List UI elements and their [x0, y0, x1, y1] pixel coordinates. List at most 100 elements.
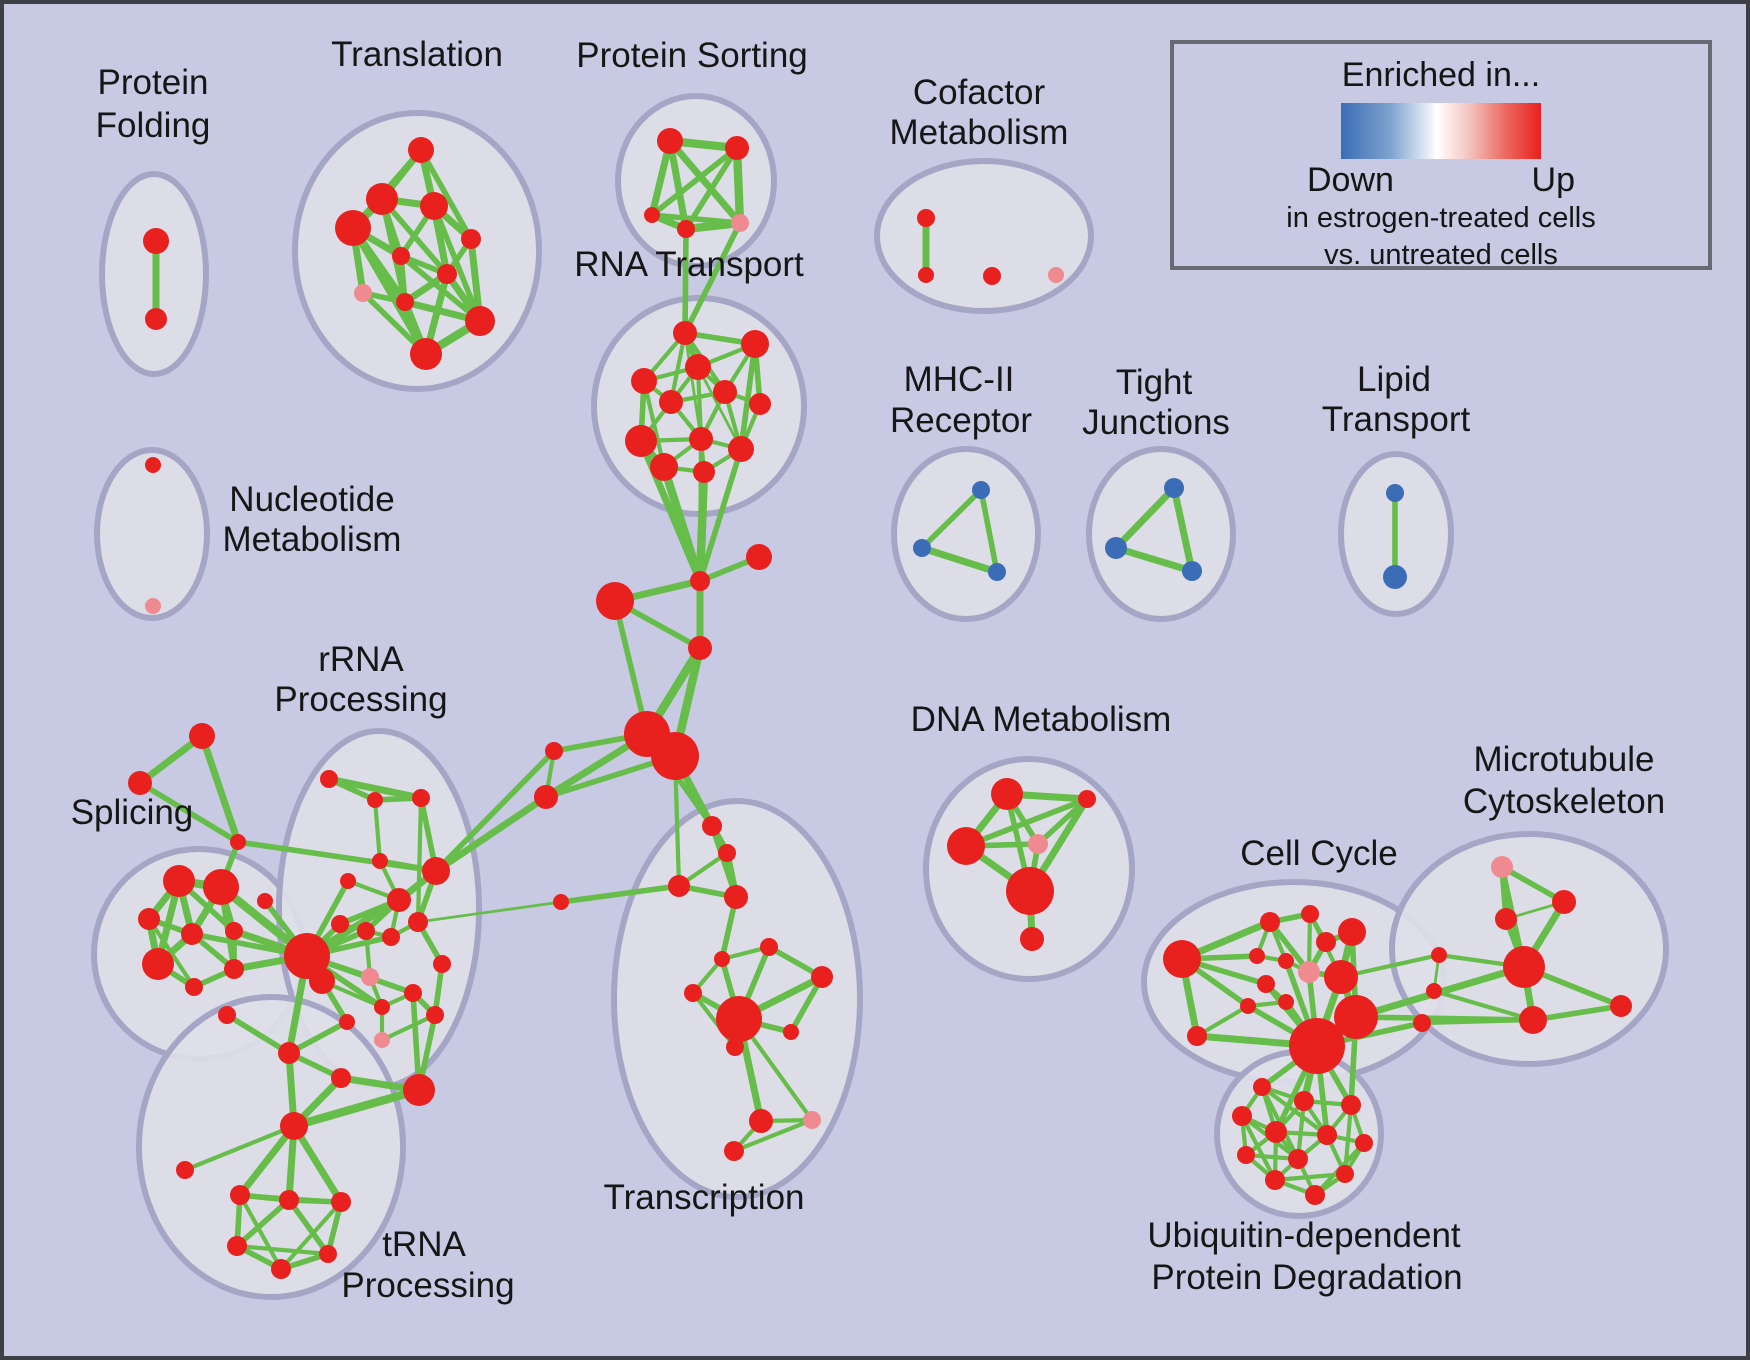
cluster-label-protein-sorting: Protein Sorting	[576, 36, 808, 75]
node	[702, 816, 722, 836]
node	[374, 999, 390, 1015]
node	[690, 571, 710, 591]
node	[128, 771, 152, 795]
edge	[198, 732, 242, 846]
cluster-ellipse-nucleotide-metabolism	[94, 447, 210, 621]
node	[1164, 478, 1184, 498]
node	[677, 220, 695, 238]
node	[651, 732, 699, 780]
edge	[732, 143, 745, 228]
node	[713, 380, 737, 404]
legend-box: Enriched in... Down Up in estrogen-treat…	[1170, 40, 1712, 271]
node	[1316, 932, 1336, 952]
node	[688, 636, 712, 660]
node	[163, 865, 195, 897]
node	[278, 1042, 300, 1064]
cluster-label-rrna-processing: Processing	[274, 680, 447, 719]
edge	[379, 1012, 438, 1043]
node	[553, 894, 569, 910]
node	[1278, 953, 1294, 969]
node	[271, 1259, 291, 1279]
edge	[1112, 484, 1178, 552]
network-diagram: Protein Folding Translation Protein Sorting…	[71, 35, 1669, 1305]
node	[185, 978, 203, 996]
node	[1105, 537, 1127, 559]
node	[339, 1014, 355, 1030]
node	[331, 915, 349, 933]
node	[693, 461, 715, 483]
node	[366, 183, 398, 215]
edge	[235, 839, 439, 874]
edge	[682, 226, 689, 336]
edge	[731, 1117, 815, 1154]
node	[230, 1185, 250, 1205]
cluster-label-nucleotide-metabolism: Metabolism	[223, 520, 402, 559]
node	[1237, 1146, 1255, 1164]
node	[1289, 1018, 1345, 1074]
node	[725, 136, 749, 160]
node	[461, 229, 481, 249]
node	[354, 284, 372, 302]
node	[224, 959, 244, 979]
node	[279, 1190, 299, 1210]
edge	[237, 1192, 284, 1272]
node	[1182, 561, 1202, 581]
cluster-label-trna-processing: tRNA	[382, 1225, 466, 1264]
node	[176, 1161, 194, 1179]
node	[230, 834, 246, 850]
node	[181, 923, 203, 945]
node	[280, 1112, 308, 1140]
node	[983, 267, 1001, 285]
edge	[1431, 988, 1536, 1023]
node	[714, 951, 730, 967]
node	[625, 425, 657, 457]
node	[726, 1038, 744, 1056]
node	[145, 457, 161, 473]
edge	[432, 793, 550, 875]
node	[1257, 975, 1275, 993]
node	[1265, 1121, 1287, 1143]
cluster-label-splicing: Splicing	[71, 793, 194, 832]
legend-title: Enriched in...	[1341, 56, 1541, 94]
edge	[1353, 1014, 1536, 1023]
node	[367, 792, 383, 808]
legend-up-label: Up	[1531, 161, 1575, 199]
node	[1413, 1014, 1431, 1032]
node	[1355, 1134, 1373, 1152]
edge	[410, 990, 422, 1093]
edge	[738, 341, 758, 452]
node	[1240, 998, 1256, 1014]
node	[382, 928, 400, 946]
node	[189, 723, 215, 749]
node	[718, 844, 736, 862]
cluster-label-rna-transport: RNA Transport	[574, 245, 804, 284]
node	[1336, 1165, 1354, 1183]
node	[1006, 867, 1054, 915]
node	[1294, 1091, 1314, 1111]
node	[1431, 947, 1447, 963]
node	[433, 955, 451, 973]
edge	[558, 883, 682, 905]
cluster-ellipse-tight-junctions	[1086, 446, 1236, 622]
node	[947, 827, 985, 865]
node	[1503, 946, 1545, 988]
node	[596, 582, 634, 620]
edge	[236, 1122, 298, 1199]
node	[1334, 995, 1378, 1039]
node	[918, 267, 934, 283]
edge	[234, 1243, 331, 1257]
node	[227, 1236, 247, 1256]
node	[331, 1192, 351, 1212]
edge	[234, 1197, 292, 1249]
edge	[978, 487, 1000, 575]
node	[225, 922, 243, 940]
node	[1048, 267, 1064, 283]
edge	[666, 137, 690, 233]
edge	[649, 145, 740, 218]
edge	[918, 544, 1001, 576]
cluster-label-mhc-ii-receptor: Receptor	[890, 401, 1032, 440]
node	[988, 563, 1006, 581]
cluster-label-cofactor-metabolism: Metabolism	[890, 113, 1069, 152]
cluster-label-microtubule-cytoskeleton: Cytoskeleton	[1463, 782, 1665, 821]
cluster-label-cell-cycle: Cell Cycle	[1240, 834, 1398, 873]
